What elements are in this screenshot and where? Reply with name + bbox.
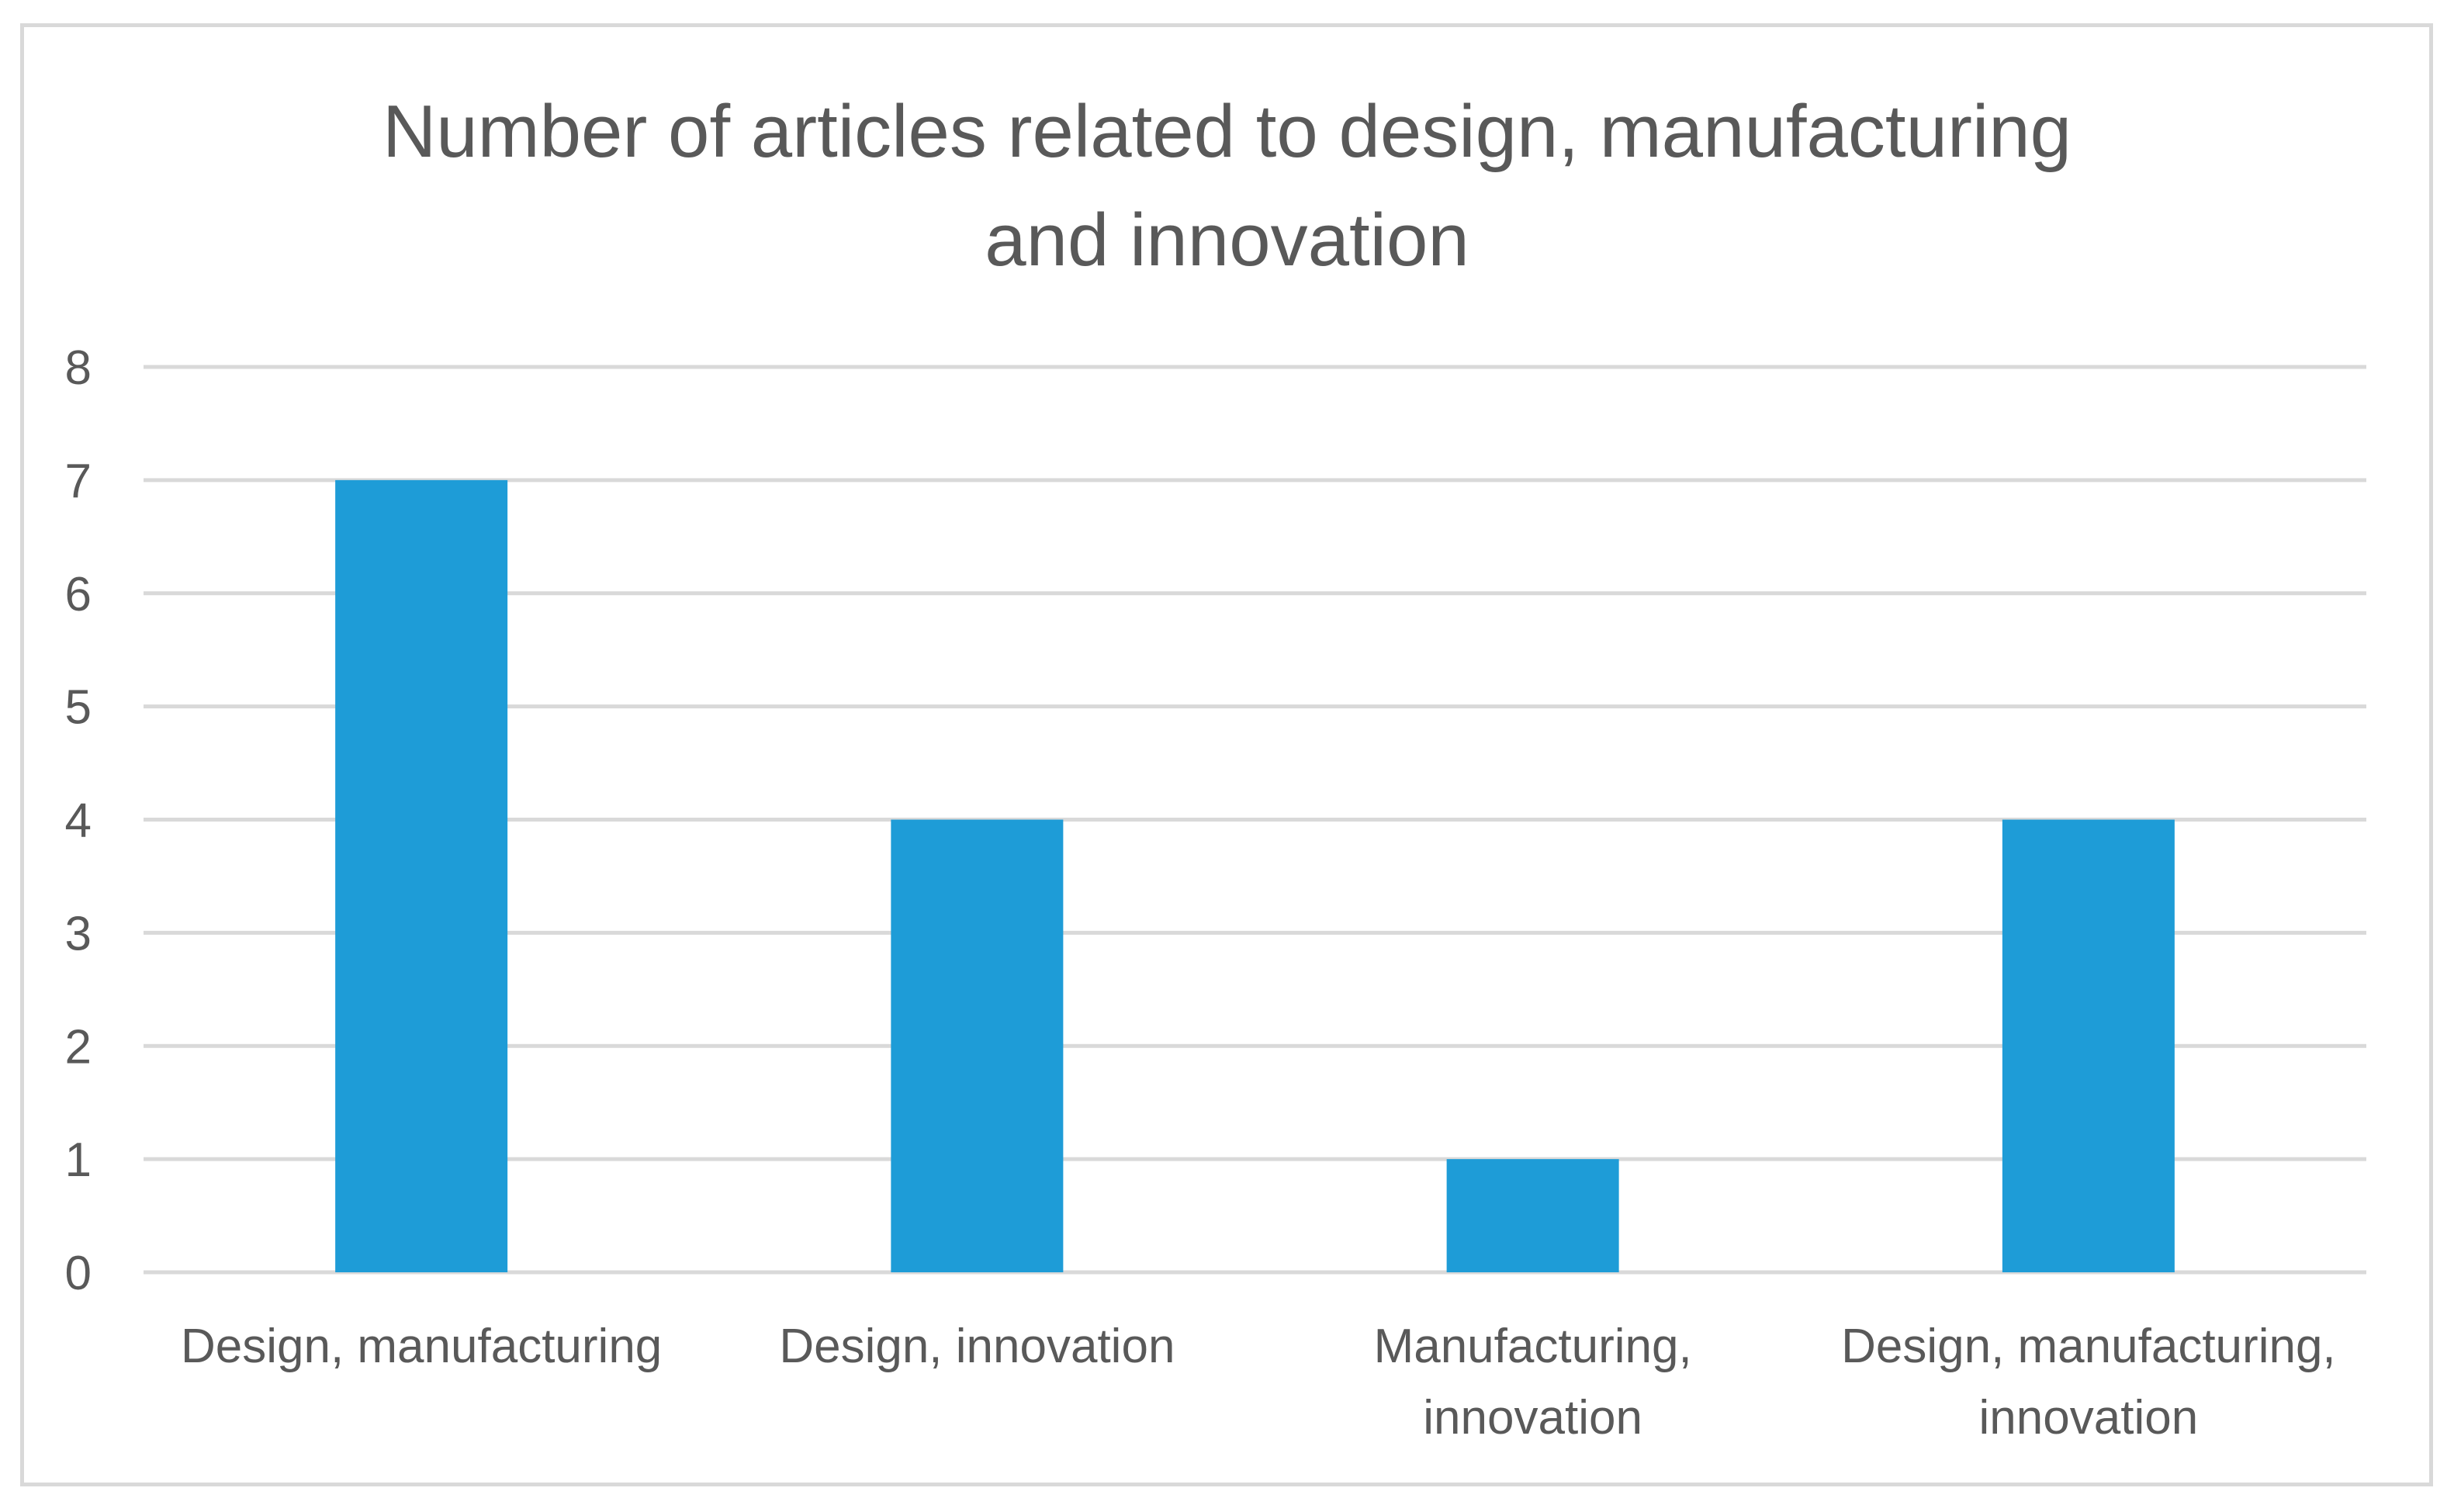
bar-2: [891, 819, 1064, 1272]
y-tick-label: 1: [65, 1133, 92, 1187]
y-tick-label: 5: [65, 681, 92, 735]
x-category-label: innovation: [1423, 1391, 1642, 1445]
y-tick-label: 0: [65, 1247, 92, 1300]
y-axis-ticks: 0 1 2 3 4 5 6 7 8: [65, 341, 92, 1300]
y-tick-label: 8: [65, 341, 92, 395]
bar-4: [2002, 819, 2175, 1272]
chart-title: Number of articles related to design, ma…: [0, 78, 2454, 295]
x-axis-labels: Design, manufacturing Design, innovation M…: [181, 1320, 2336, 1445]
y-tick-label: 4: [65, 794, 92, 848]
x-category-label: Design, manufacturing,: [1841, 1320, 2336, 1373]
x-category-label: innovation: [1979, 1391, 2199, 1445]
bar-1: [335, 479, 508, 1272]
bars: [335, 479, 2175, 1272]
y-tick-label: 3: [65, 907, 92, 960]
chart-title-line-1: Number of articles related to design, ma…: [382, 90, 2072, 173]
y-tick-label: 2: [65, 1020, 92, 1074]
bar-3: [1446, 1159, 1619, 1272]
x-category-label: Design, manufacturing: [181, 1320, 662, 1373]
x-category-label: Manufacturing,: [1374, 1320, 1692, 1373]
x-category-label: Design, innovation: [779, 1320, 1175, 1373]
chart-title-line-2: and innovation: [985, 199, 1469, 282]
gridlines: [144, 365, 2366, 1275]
y-tick-label: 6: [65, 568, 92, 621]
y-tick-label: 7: [65, 455, 92, 508]
